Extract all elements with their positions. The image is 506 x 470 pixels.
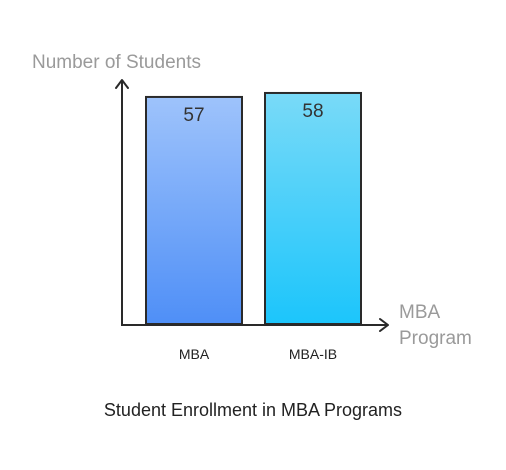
bar-mba-ib: [264, 91, 362, 326]
x-axis-label: MBA Program: [399, 302, 472, 349]
chart-title: Student Enrollment in MBA Programs: [104, 400, 402, 420]
x-axis-label-line-2: Program: [399, 328, 472, 349]
bar-mba: [145, 95, 243, 325]
x-axis-arrowhead: [379, 318, 389, 332]
y-axis-label: Number of Students: [32, 52, 201, 73]
x-axis-label-line-1: MBA: [399, 302, 441, 323]
data-label-mba: 57: [183, 105, 204, 126]
y-axis-arrowhead: [115, 79, 129, 89]
bars-group: 57 MBA 58 MBA-IB: [145, 91, 362, 362]
data-label-mba-ib: 58: [302, 101, 323, 122]
x-tick-label-mba-ib: MBA-IB: [289, 346, 337, 362]
x-tick-label-mba: MBA: [179, 346, 210, 362]
